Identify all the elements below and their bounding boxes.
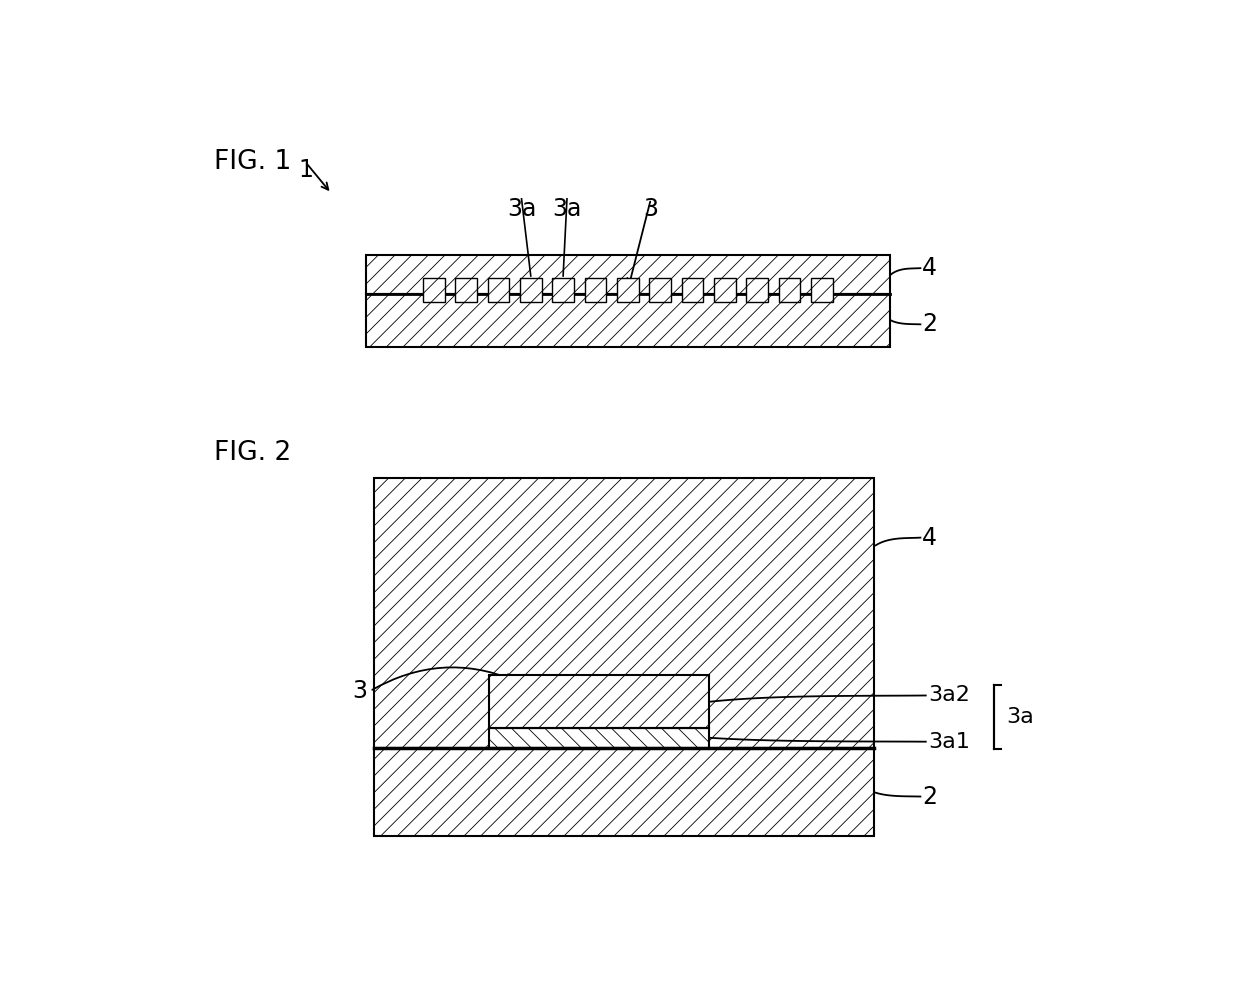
- Text: 4: 4: [923, 526, 937, 550]
- Text: 1: 1: [299, 158, 314, 182]
- Text: 3a1: 3a1: [928, 732, 970, 752]
- Bar: [682, 278, 703, 302]
- Bar: [714, 278, 735, 302]
- Bar: [489, 675, 709, 728]
- Bar: [520, 278, 542, 302]
- Text: 3a2: 3a2: [928, 685, 970, 705]
- Text: 3: 3: [644, 197, 658, 221]
- Text: 3: 3: [352, 679, 367, 703]
- Text: 3a: 3a: [507, 197, 536, 221]
- Text: FIG. 1: FIG. 1: [213, 148, 291, 174]
- Bar: [811, 278, 832, 302]
- Bar: [552, 278, 574, 302]
- Bar: [779, 278, 800, 302]
- Text: 3a: 3a: [552, 197, 582, 221]
- Bar: [650, 278, 671, 302]
- Bar: [487, 278, 510, 302]
- Bar: [455, 278, 477, 302]
- Bar: [746, 278, 768, 302]
- Text: 4: 4: [923, 256, 937, 280]
- Text: FIG. 2: FIG. 2: [213, 440, 291, 466]
- Bar: [618, 278, 639, 302]
- Bar: [373, 478, 874, 748]
- Bar: [489, 728, 709, 748]
- Bar: [423, 278, 445, 302]
- Bar: [366, 294, 889, 348]
- Text: 2: 2: [923, 785, 937, 809]
- Bar: [585, 278, 606, 302]
- Text: 3a: 3a: [1006, 707, 1034, 727]
- Bar: [373, 748, 874, 837]
- Text: 2: 2: [923, 313, 937, 337]
- Bar: [366, 255, 889, 294]
